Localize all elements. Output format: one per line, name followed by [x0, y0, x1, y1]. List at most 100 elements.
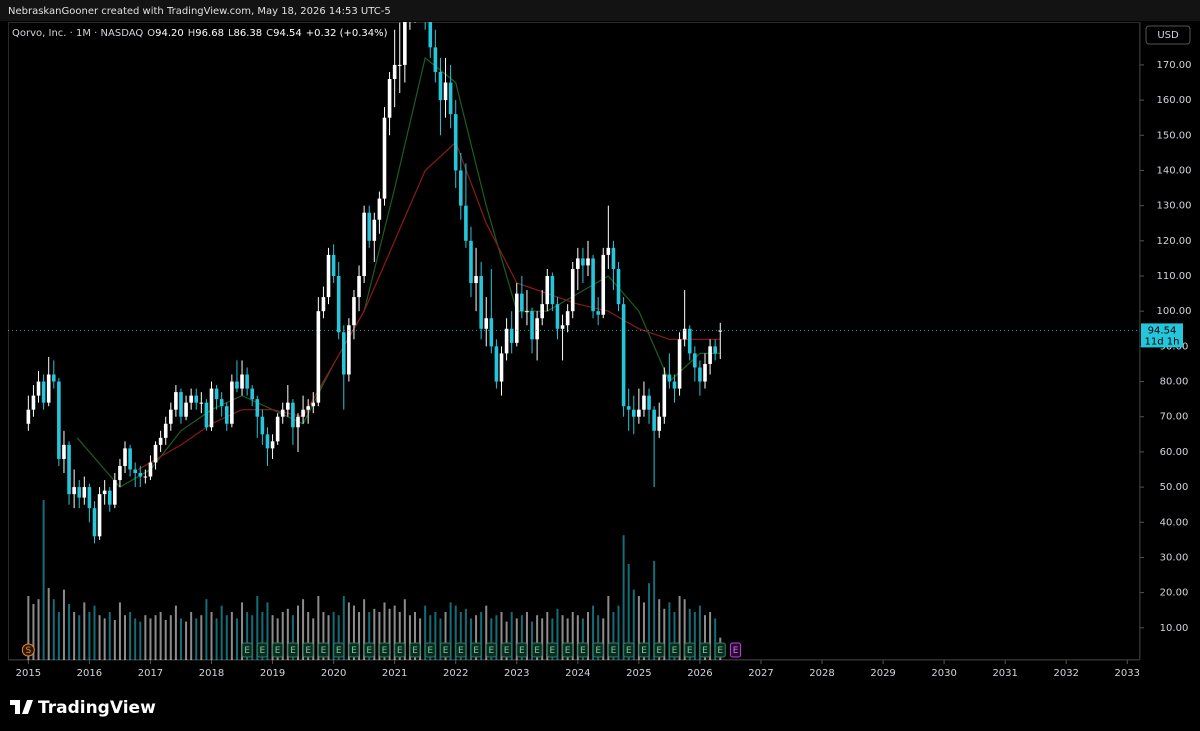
- x-tick-label: 2027: [748, 668, 773, 679]
- candle-body: [224, 406, 229, 424]
- volume-bar: [296, 605, 299, 660]
- volume-bar: [510, 612, 513, 660]
- candle-body: [377, 198, 382, 220]
- y-tick-label: 10.00: [1160, 623, 1189, 634]
- candle-body: [326, 254, 331, 298]
- volume-bar: [251, 615, 254, 660]
- candle-body: [57, 381, 61, 459]
- candle-body: [184, 402, 188, 417]
- volume-bar: [185, 621, 188, 660]
- volume-bar: [642, 602, 645, 660]
- volume-bar: [332, 612, 335, 660]
- earnings-marker: [378, 642, 390, 658]
- x-tick-label: 2024: [565, 668, 590, 679]
- candle-body: [102, 490, 107, 495]
- candle-body: [82, 487, 87, 498]
- header-text: NebraskanGooner created with TradingView…: [8, 6, 391, 17]
- earnings-marker: [394, 642, 406, 658]
- candle-body: [586, 258, 590, 266]
- candle-body: [397, 64, 402, 66]
- candle-body: [606, 247, 611, 255]
- candle-body: [504, 328, 509, 354]
- candle-body: [347, 325, 351, 375]
- volume-bar: [32, 604, 35, 660]
- earnings-label: E: [488, 646, 494, 656]
- volume-bar: [241, 602, 244, 660]
- candle-body: [428, 22, 433, 48]
- y-tick-label: 170.00: [1157, 60, 1192, 71]
- candle-body: [357, 276, 361, 298]
- volume-bar: [108, 612, 111, 660]
- moving-average: [76, 56, 721, 488]
- volume-bar: [190, 612, 193, 660]
- earnings-marker: [623, 642, 635, 658]
- y-tick-label: 80.00: [1160, 377, 1189, 388]
- candle-body: [41, 381, 46, 403]
- volume-bar: [27, 596, 30, 660]
- candle-body: [362, 212, 366, 277]
- candle-body: [372, 219, 377, 241]
- x-tick-label: 2029: [870, 668, 895, 679]
- candle-body: [133, 469, 137, 474]
- candle-body: [652, 409, 656, 431]
- candle-body: [97, 494, 102, 537]
- volume-bar: [592, 605, 595, 660]
- x-tick-label: 2018: [199, 668, 224, 679]
- candle-body: [316, 311, 321, 403]
- currency-button[interactable]: [1145, 25, 1191, 45]
- candle-body: [107, 490, 112, 505]
- volume-bar: [500, 612, 503, 660]
- volume-bar: [576, 615, 579, 660]
- volume-bar: [225, 615, 228, 660]
- logo-text[interactable]: TradingView: [38, 698, 156, 718]
- volume-bar: [637, 596, 640, 660]
- volume-bar: [714, 618, 717, 660]
- y-tick-label: 100.00: [1157, 306, 1192, 317]
- volume-bar: [42, 500, 45, 660]
- volume-bar: [541, 618, 544, 660]
- candle-body: [331, 254, 336, 277]
- candle-body: [535, 318, 539, 340]
- y-tick-label: 140.00: [1157, 165, 1192, 176]
- earnings-label: E: [672, 646, 678, 656]
- earnings-label: E: [427, 646, 433, 656]
- volume-bar: [709, 612, 712, 660]
- volume-bar: [464, 608, 467, 660]
- candle-body: [382, 117, 387, 199]
- candle-body: [336, 276, 341, 333]
- x-tick-label: 2021: [382, 668, 407, 679]
- earnings-marker: [348, 642, 360, 658]
- volume-bar: [408, 615, 411, 660]
- currency[interactable]: USD: [1157, 30, 1179, 41]
- x-tick-label: 2025: [626, 668, 651, 679]
- earnings-label: E: [534, 646, 540, 656]
- candle-body: [469, 240, 473, 284]
- candle-body: [626, 406, 631, 410]
- volume-bar: [129, 612, 132, 660]
- candle-body: [509, 328, 514, 343]
- volume-bar: [551, 618, 554, 660]
- earnings-marker: [638, 642, 650, 658]
- volume-bar: [302, 599, 305, 660]
- volume-bar: [373, 608, 376, 660]
- candle-body: [637, 409, 641, 417]
- candle-body: [387, 78, 392, 118]
- earnings-marker: [409, 642, 421, 658]
- candle-body: [245, 374, 249, 389]
- volume-bar: [612, 612, 615, 660]
- volume-bar: [561, 615, 564, 660]
- volume-bar: [388, 608, 391, 660]
- volume-bar: [368, 612, 371, 660]
- candle-body: [26, 409, 31, 424]
- candle-body: [260, 416, 265, 435]
- volume-bar: [118, 602, 121, 660]
- volume-bar: [597, 615, 600, 660]
- volume-bar: [581, 618, 584, 660]
- plot: [26, 22, 723, 660]
- x-tick-label: 2031: [992, 668, 1017, 679]
- candle-body: [189, 395, 193, 403]
- logo[interactable]: TradingView: [10, 698, 156, 718]
- candle-body: [352, 297, 356, 326]
- x-tick-label: 2026: [687, 668, 712, 679]
- earnings-marker: [333, 642, 345, 658]
